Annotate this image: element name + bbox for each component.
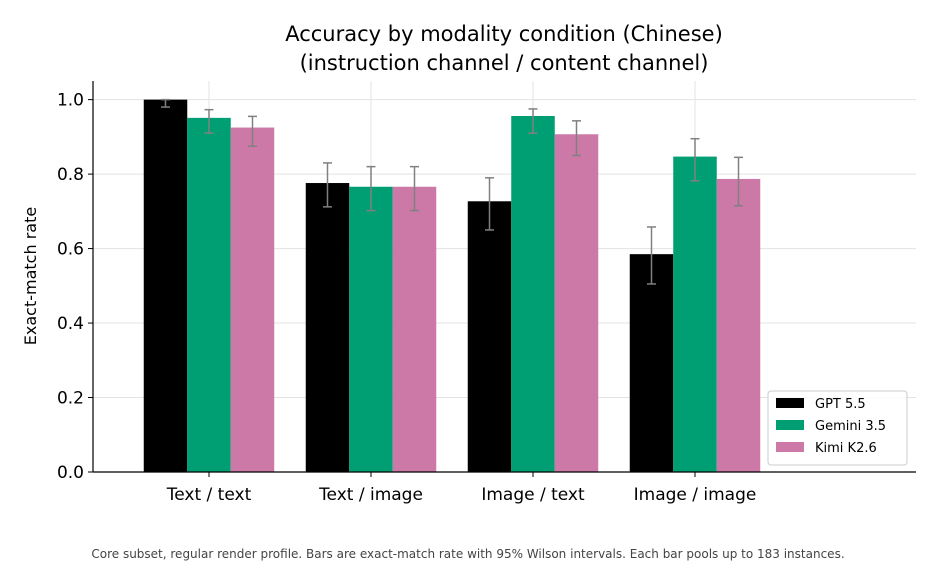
bar-gemini-3-5-2 bbox=[511, 116, 555, 472]
bar-kimi-k2-6-2 bbox=[554, 134, 599, 472]
x-tick-label: Image / image bbox=[634, 485, 757, 505]
x-tick-label: Text / text bbox=[166, 485, 252, 505]
bar-gpt-5-5-2 bbox=[467, 201, 512, 472]
chart-title-line-1: Accuracy by modality condition (Chinese) bbox=[285, 22, 723, 46]
bar-kimi-k2-6-3 bbox=[716, 178, 761, 472]
legend-label: Gemini 3.5 bbox=[815, 419, 886, 434]
y-tick-label: 0.4 bbox=[57, 314, 84, 334]
y-tick-label: 1.0 bbox=[57, 91, 84, 111]
bar-gemini-3-5-0 bbox=[187, 117, 231, 472]
bar-kimi-k2-6-0 bbox=[230, 127, 275, 473]
y-axis-label: Exact-match rate bbox=[21, 207, 40, 345]
bar-kimi-k2-6-1 bbox=[392, 186, 437, 472]
error-bars bbox=[161, 98, 743, 285]
bar-gemini-3-5-3 bbox=[673, 156, 717, 473]
y-tick-label: 0.6 bbox=[57, 240, 84, 260]
legend-label: GPT 5.5 bbox=[815, 397, 866, 412]
bar-gpt-5-5-0 bbox=[143, 99, 188, 472]
bar-gemini-3-5-1 bbox=[349, 186, 393, 472]
legend-swatch bbox=[776, 398, 804, 408]
x-tick-label: Image / text bbox=[481, 485, 585, 505]
legend-label: Kimi K2.6 bbox=[815, 441, 877, 456]
x-tick-label: Text / image bbox=[318, 485, 423, 505]
axes: 0.0 0.2 0.4 0.6 0.8 1.0 Text / text Text / imag… bbox=[57, 81, 916, 505]
y-tick-label: 0.8 bbox=[57, 165, 84, 185]
chart: 0.0 0.2 0.4 0.6 0.8 1.0 Text / text Text / imag… bbox=[21, 22, 916, 505]
bar-gpt-5-5-3 bbox=[629, 254, 674, 472]
chart-title-line-2: (instruction channel / content channel) bbox=[300, 51, 709, 75]
legend-swatch bbox=[776, 420, 804, 430]
y-tick-label: 0.2 bbox=[57, 389, 84, 409]
figure-caption: Core subset, regular render profile. Bar… bbox=[91, 547, 845, 561]
legend-swatch bbox=[776, 442, 804, 452]
legend: GPT 5.5 Gemini 3.5 Kimi K2.6 bbox=[767, 390, 908, 466]
y-tick-label: 0.0 bbox=[57, 463, 84, 483]
bar-gpt-5-5-1 bbox=[305, 183, 350, 472]
bars bbox=[143, 99, 761, 473]
